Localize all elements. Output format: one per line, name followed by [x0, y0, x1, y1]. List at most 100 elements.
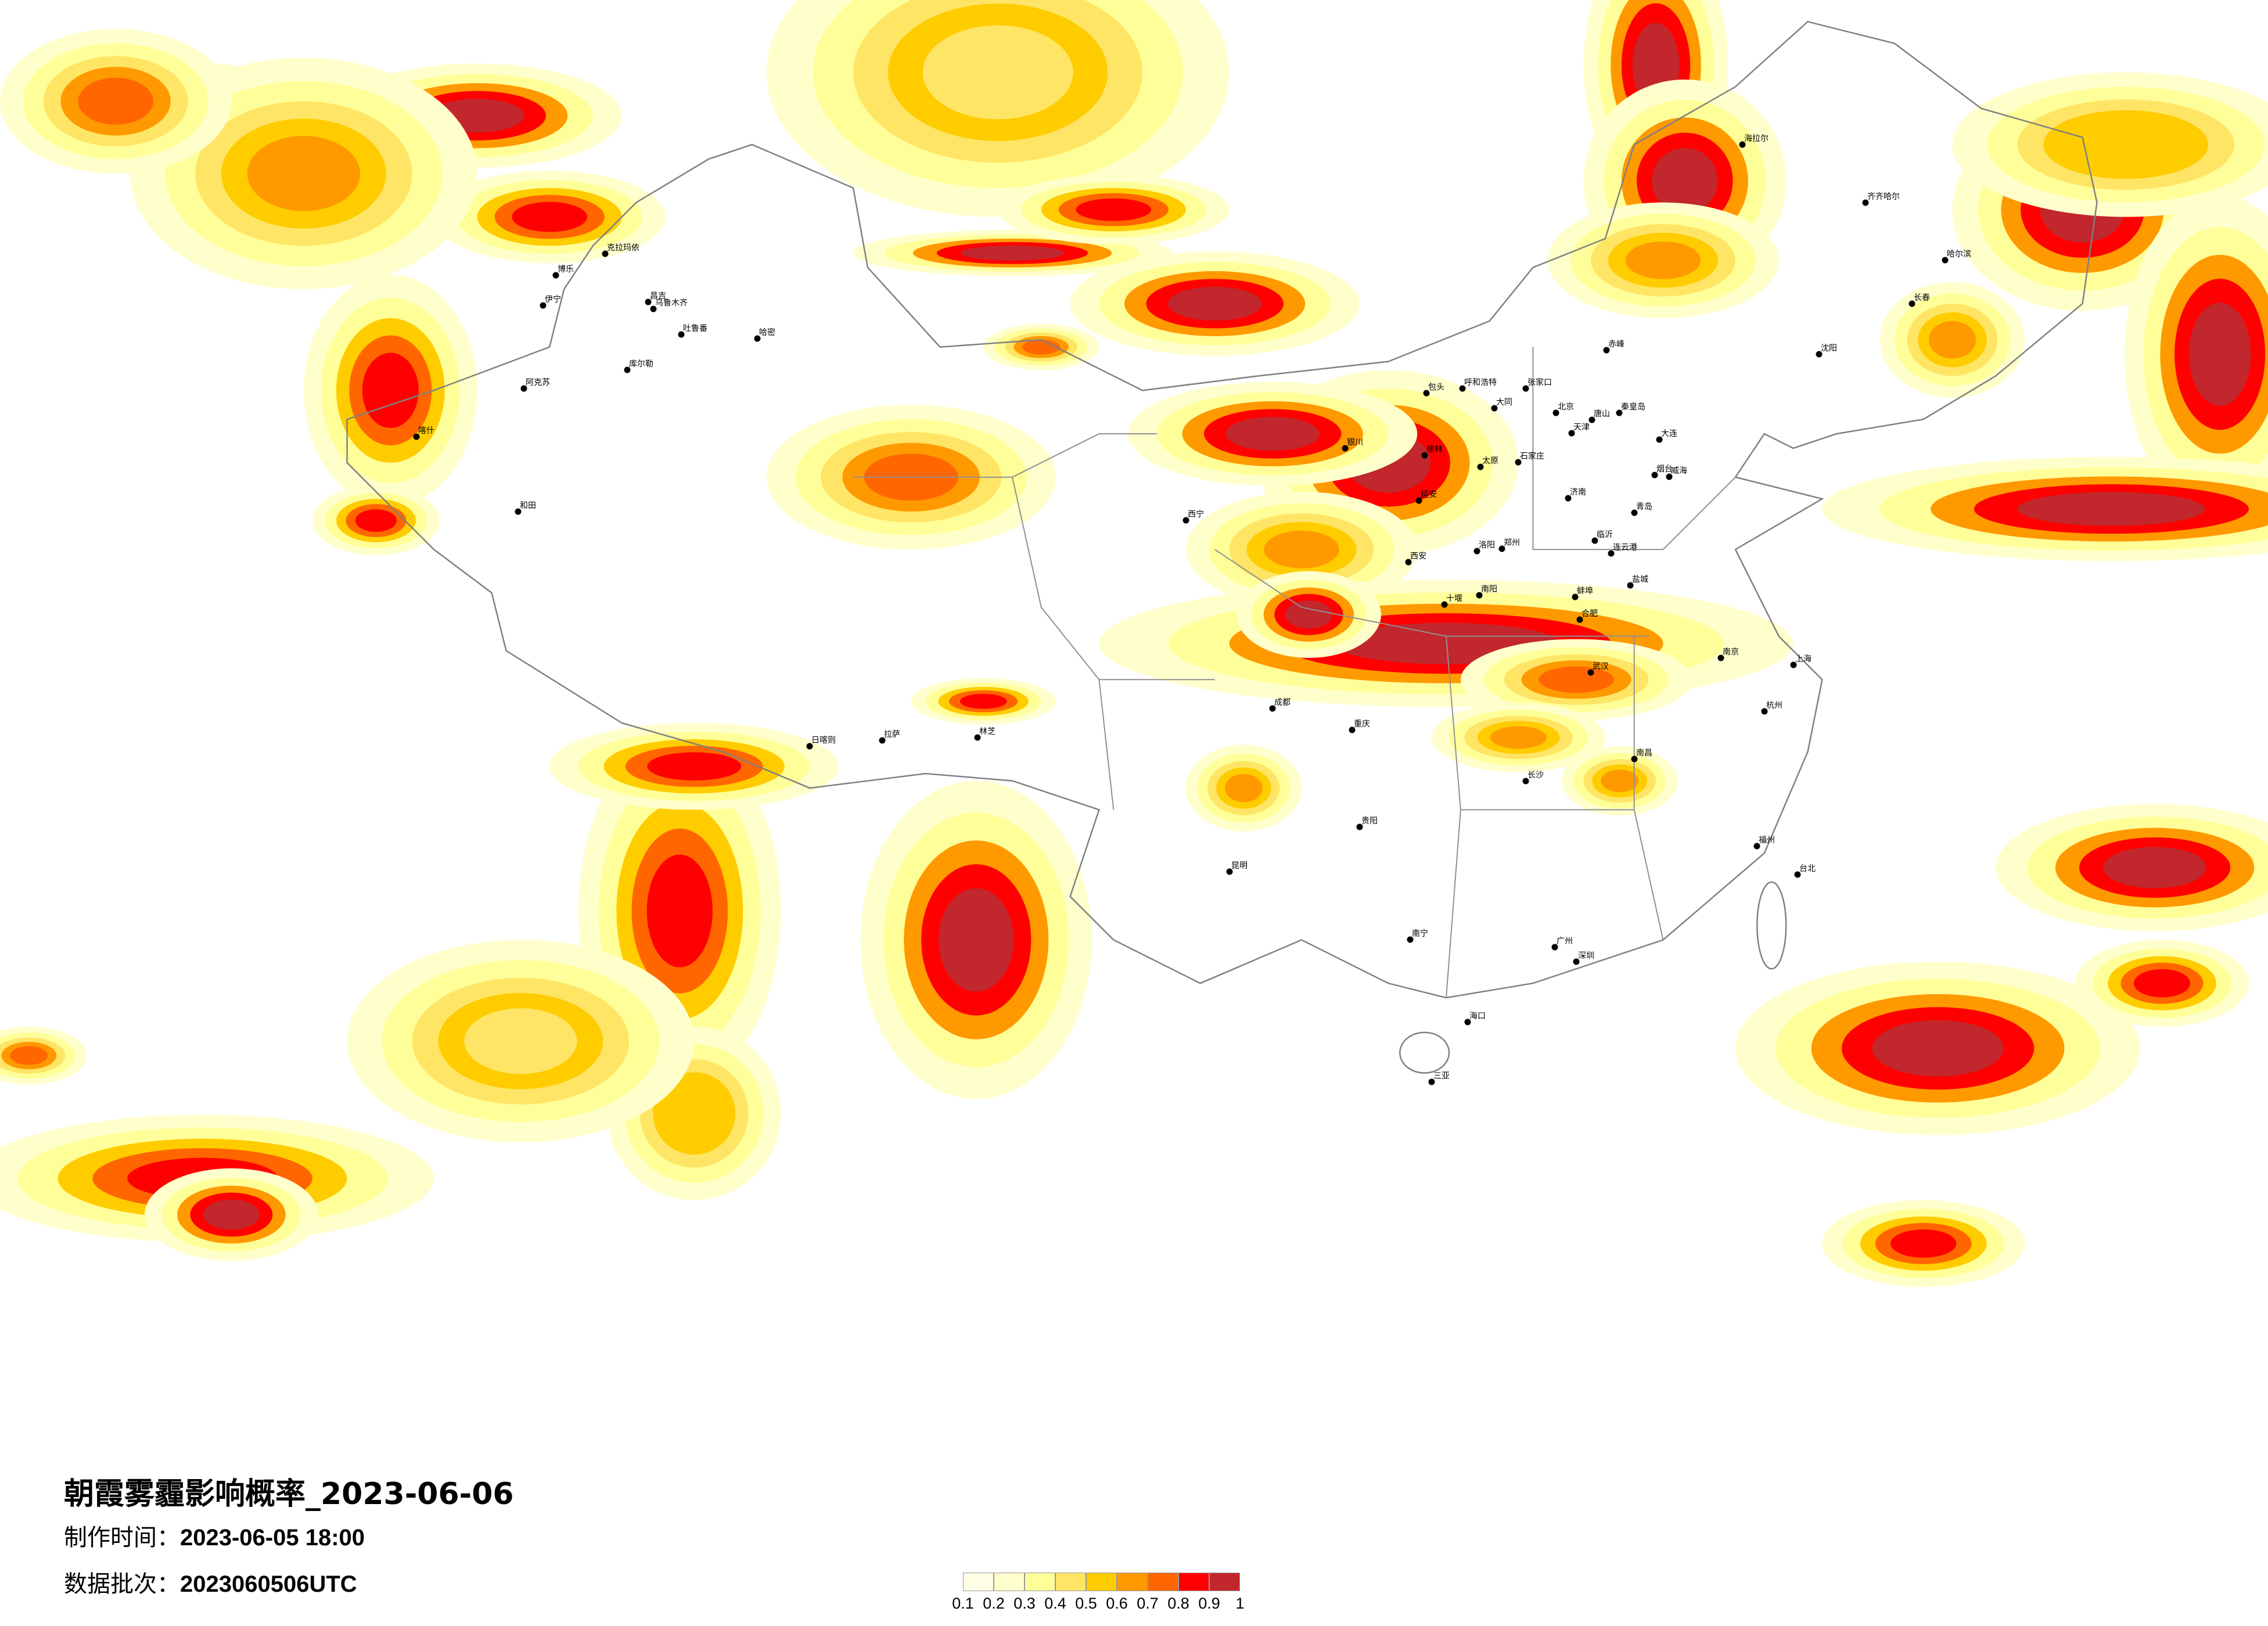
haze-probability-area [2069, 121, 2183, 168]
data-batch-label: 数据批次： [64, 1571, 180, 1598]
haze-probability-area [647, 752, 742, 780]
city-dot [1182, 517, 1189, 524]
city-marker: 石家庄 [1515, 451, 1544, 466]
city-dot [1794, 871, 1801, 878]
haze-probability-area [1652, 148, 1718, 214]
city-marker: 博乐 [552, 264, 574, 279]
city-dot [1423, 390, 1430, 397]
city-marker: 张家口 [1522, 377, 1552, 392]
city-label: 深圳 [1578, 951, 1594, 961]
legend-tick-label: 0.8 [1167, 1595, 1189, 1612]
city-marker: 乌鲁木齐 [650, 298, 688, 312]
city-marker: 杭州 [1761, 701, 1782, 715]
legend-tick-label: 0.6 [1106, 1595, 1128, 1612]
map-title: 朝霞雾霾影响概率_2023-06-06 [64, 1477, 514, 1512]
haze-probability-area [646, 854, 713, 967]
city-marker: 拉萨 [879, 730, 900, 744]
city-dot [1356, 823, 1363, 830]
city-label: 榆林 [1426, 445, 1443, 454]
city-marker: 大连 [1656, 429, 1677, 443]
city-label: 库尔勒 [629, 359, 653, 369]
city-label: 海口 [1469, 1012, 1486, 1021]
city-dot [1603, 347, 1610, 354]
city-dot [1565, 495, 1572, 502]
city-marker: 青岛 [1631, 502, 1652, 516]
city-dot [1666, 473, 1673, 480]
city-label: 喀什 [418, 426, 434, 436]
city-dot [1476, 592, 1483, 599]
city-marker: 银川 [1342, 438, 1363, 452]
city-label: 天津 [1573, 423, 1590, 432]
haze-probability-area [355, 509, 397, 532]
city-dot [1473, 548, 1480, 555]
city-dot [1552, 409, 1559, 416]
haze-probability-area [1490, 726, 1547, 749]
city-label: 唐山 [1594, 409, 1610, 419]
city-label: 齐齐哈尔 [1867, 192, 1900, 202]
city-dot [1522, 385, 1529, 392]
haze-probability-area [939, 888, 1014, 992]
haze-probability-area [959, 693, 1007, 709]
city-label: 哈尔滨 [1947, 250, 1971, 259]
city-marker: 喀什 [413, 426, 434, 440]
city-marker: 重庆 [1349, 720, 1370, 733]
city-marker: 南京 [1717, 647, 1739, 661]
city-marker: 唐山 [1588, 409, 1610, 423]
legend-swatch [994, 1573, 1025, 1591]
city-dot [552, 272, 559, 279]
legend-swatch [1055, 1573, 1086, 1591]
city-marker: 库尔勒 [624, 359, 653, 373]
city-marker: 哈尔滨 [1942, 250, 1971, 264]
city-marker: 广州 [1551, 937, 1573, 951]
legend-swatch [1117, 1573, 1148, 1591]
province-border [853, 347, 1736, 998]
city-label: 乌鲁木齐 [655, 298, 688, 308]
city-marker: 太原 [1477, 456, 1498, 470]
city-label: 南阳 [1481, 585, 1497, 594]
city-label: 北京 [1558, 402, 1574, 412]
city-label: 石家庄 [1520, 451, 1544, 461]
city-marker: 吐鲁番 [678, 324, 707, 338]
city-label: 西宁 [1188, 509, 1204, 519]
haze-probability-area [1872, 1020, 2004, 1077]
city-label: 延安 [1421, 490, 1437, 499]
city-label: 长沙 [1527, 771, 1544, 780]
city-label: 秦皇岛 [1621, 402, 1645, 412]
city-dot [624, 366, 631, 373]
city-dot [1349, 726, 1356, 733]
city-label: 合肥 [1582, 609, 1598, 618]
city-dot [806, 743, 813, 750]
city-dot [1551, 944, 1558, 951]
city-marker: 天津 [1568, 423, 1590, 437]
haze-probability-area [247, 136, 361, 211]
city-label: 赤峰 [1608, 340, 1624, 349]
city-dot [678, 331, 685, 338]
city-marker: 西安 [1405, 552, 1426, 566]
city-marker: 呼和浩特 [1459, 378, 1497, 392]
city-marker: 合肥 [1576, 609, 1598, 623]
city-dot [1421, 452, 1428, 459]
haze-probability-area [10, 1046, 48, 1065]
city-marker: 西宁 [1182, 509, 1204, 524]
city-dot [1627, 582, 1634, 589]
city-marker: 连云港 [1608, 543, 1637, 557]
legend-swatch [1178, 1573, 1209, 1591]
city-label: 威海 [1671, 466, 1687, 476]
city-label: 拉萨 [884, 730, 900, 739]
city-marker: 郑州 [1498, 538, 1520, 552]
city-dot [1573, 958, 1580, 965]
haze-probability-area [960, 245, 1065, 261]
city-marker: 和田 [515, 501, 536, 515]
city-label: 哈密 [759, 328, 775, 337]
city-dot [540, 302, 547, 309]
city-label: 南宁 [1412, 929, 1428, 938]
city-marker: 长沙 [1522, 771, 1544, 785]
city-label: 连云港 [1613, 543, 1637, 552]
city-dot [1739, 141, 1746, 148]
city-dot [1761, 708, 1768, 715]
city-dot [1428, 1078, 1435, 1085]
city-label: 三亚 [1433, 1071, 1450, 1081]
city-dot [1568, 430, 1575, 437]
